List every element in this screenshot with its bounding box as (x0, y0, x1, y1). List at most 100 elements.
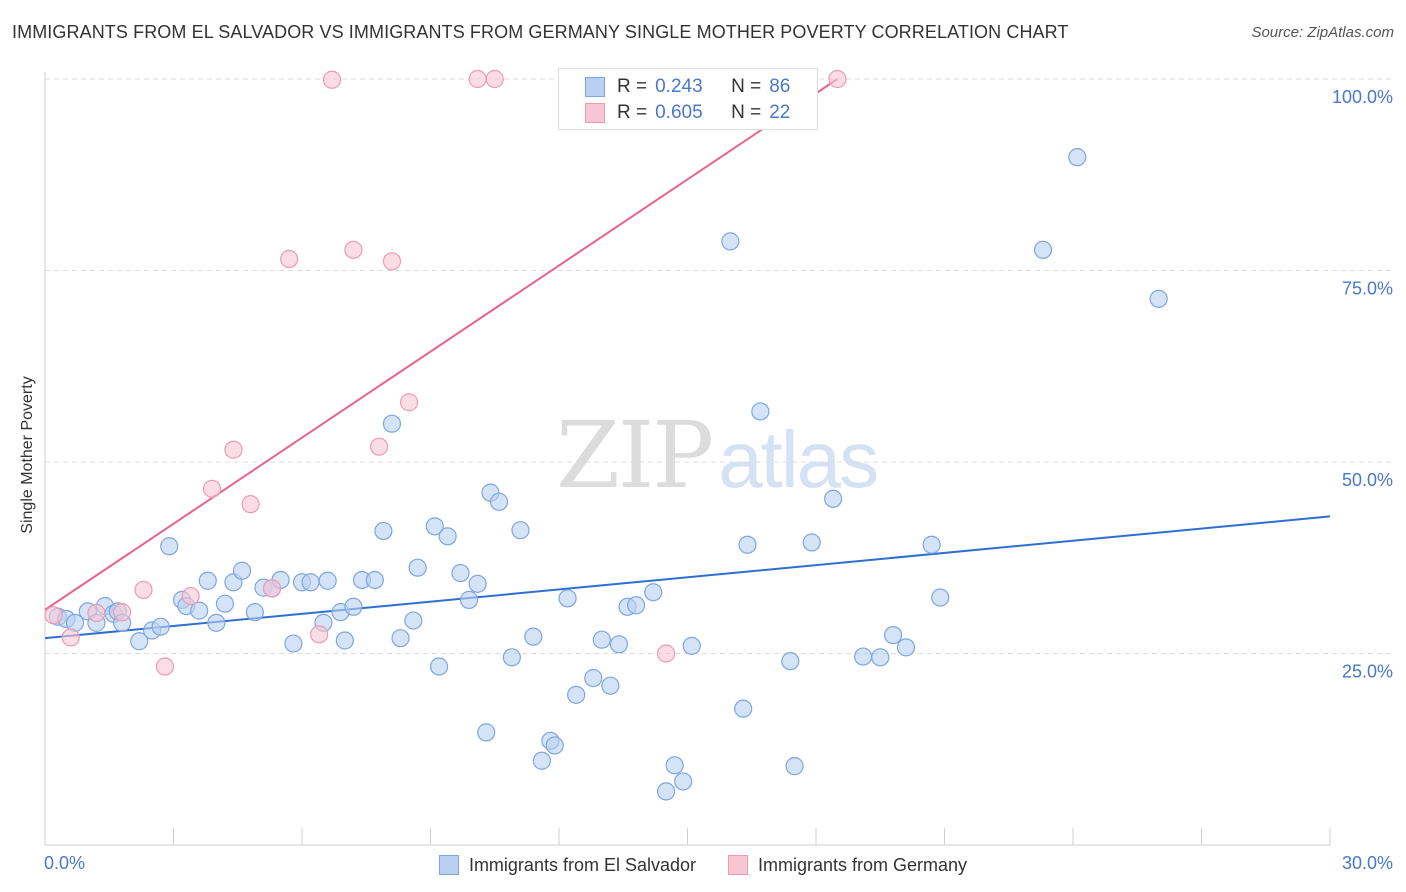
x-tick-label: 30.0% (1342, 853, 1393, 873)
tick-labels: 25.0% 50.0% 75.0% 100.0% 0.0% 30.0% (44, 87, 1393, 873)
data-point-germany (399, 393, 419, 412)
data-point-el-salvador (391, 629, 410, 648)
data-point-el-salvador (584, 668, 603, 688)
data-point-el-salvador (284, 634, 303, 653)
data-point-el-salvador (1068, 148, 1087, 167)
data-point-el-salvador (408, 558, 427, 577)
data-point-el-salvador (785, 757, 804, 776)
data-point-el-salvador (644, 583, 663, 602)
data-point-el-salvador (404, 611, 423, 630)
data-point-el-salvador (429, 657, 449, 676)
legend-r-label: R = (617, 102, 648, 123)
data-point-germany (155, 657, 175, 676)
data-point-el-salvador (1033, 240, 1053, 259)
data-point-el-salvador (871, 648, 890, 667)
data-point-el-salvador (511, 521, 530, 540)
x-tick-label: 0.0% (44, 853, 85, 873)
legend-swatch-el-salvador (438, 855, 459, 875)
data-point-el-salvador (738, 535, 757, 554)
data-point-el-salvador (931, 588, 950, 607)
data-point-el-salvador (656, 782, 676, 801)
data-point-el-salvador (609, 635, 629, 654)
trend-lines (44, 78, 1331, 640)
data-point-el-salvador (781, 652, 800, 671)
correlation-legend: R = 0.243 N = 86 R = 0.605 N = 22 (558, 68, 818, 130)
data-point-el-salvador (301, 573, 320, 592)
data-point-el-salvador (524, 627, 543, 646)
data-point-el-salvador (1149, 289, 1168, 308)
data-point-germany (280, 249, 299, 269)
data-point-el-salvador (665, 756, 684, 775)
data-point-el-salvador (190, 601, 209, 620)
data-point-germany (134, 580, 153, 600)
data-point-el-salvador (567, 685, 586, 704)
data-point-el-salvador (721, 232, 740, 251)
data-point-germany (382, 252, 402, 271)
legend-item-el-salvador: Immigrants from El Salvador (438, 854, 697, 876)
data-point-el-salvador (344, 597, 363, 616)
y-tick-label: 75.0% (1342, 279, 1393, 299)
data-point-el-salvador (592, 630, 611, 649)
watermark: ZIPatlas (556, 402, 879, 509)
data-point-el-salvador (232, 561, 252, 580)
series-legend: Immigrants from El Salvador Immigrants f… (0, 852, 1406, 878)
data-point-el-salvador (601, 676, 620, 695)
data-point-el-salvador (425, 517, 444, 536)
data-point-el-salvador (883, 626, 903, 645)
legend-r-value: 0.605 (655, 102, 703, 123)
data-point-el-salvador (489, 492, 509, 511)
data-point-germany (112, 603, 132, 622)
data-point-el-salvador (438, 527, 457, 546)
data-point-germany (370, 437, 389, 456)
legend-n-label: N = (731, 102, 762, 123)
data-point-el-salvador (151, 617, 170, 636)
legend-n-value: 22 (769, 102, 791, 123)
data-point-el-salvador (459, 590, 479, 609)
legend-item-germany: Immigrants from Germany (728, 855, 967, 876)
legend-label-el-salvador: Immigrants from El Salvador (468, 854, 697, 875)
data-point-el-salvador (160, 537, 179, 556)
data-point-germany (181, 586, 200, 606)
data-point-el-salvador (451, 563, 470, 583)
data-point-el-salvador (896, 638, 916, 657)
legend-n-label: N = (731, 76, 762, 97)
legend-label-germany: Immigrants from Germany (758, 854, 968, 875)
legend-row-el-salvador: R = 0.243 N = 86 (585, 74, 790, 100)
data-point-el-salvador (335, 631, 354, 650)
data-point-el-salvador (130, 632, 149, 651)
data-point-germany (87, 603, 106, 623)
legend-swatch-germany (585, 103, 605, 123)
data-point-el-salvador (802, 533, 821, 552)
data-point-germany (61, 628, 80, 647)
data-point-germany (202, 479, 222, 498)
source-credit: Source: ZipAtlas.com (1251, 24, 1394, 41)
chart-title: IMMIGRANTS FROM EL SALVADOR VS IMMIGRANT… (12, 22, 1069, 42)
watermark-atlas: atlas (718, 415, 879, 504)
trend-line-germany (44, 78, 838, 611)
data-point-el-salvador (198, 571, 217, 590)
data-point-el-salvador (365, 570, 384, 590)
data-point-el-salvador (674, 772, 693, 791)
legend-r-label: R = (617, 76, 648, 97)
data-point-germany (241, 495, 260, 514)
data-point-germany (656, 644, 676, 663)
data-point-el-salvador (545, 736, 564, 755)
watermark-zip: ZIP (556, 402, 714, 509)
data-point-germany (485, 69, 504, 89)
legend-swatch-germany (728, 855, 749, 875)
data-point-el-salvador (502, 648, 521, 667)
data-point-el-salvador (558, 589, 577, 608)
data-point-germany (344, 240, 363, 259)
legend-n-value: 86 (769, 76, 791, 97)
data-point-el-salvador (751, 402, 770, 421)
legend-row-germany: R = 0.605 N = 22 (585, 100, 790, 126)
data-point-el-salvador (215, 594, 234, 613)
data-point-el-salvador (468, 574, 487, 593)
data-point-germany (224, 440, 243, 459)
data-point-el-salvador (682, 636, 701, 655)
data-point-el-salvador (374, 521, 393, 541)
data-point-el-salvador (922, 535, 941, 554)
data-point-el-salvador (207, 613, 226, 632)
y-tick-label: 25.0% (1342, 662, 1393, 682)
